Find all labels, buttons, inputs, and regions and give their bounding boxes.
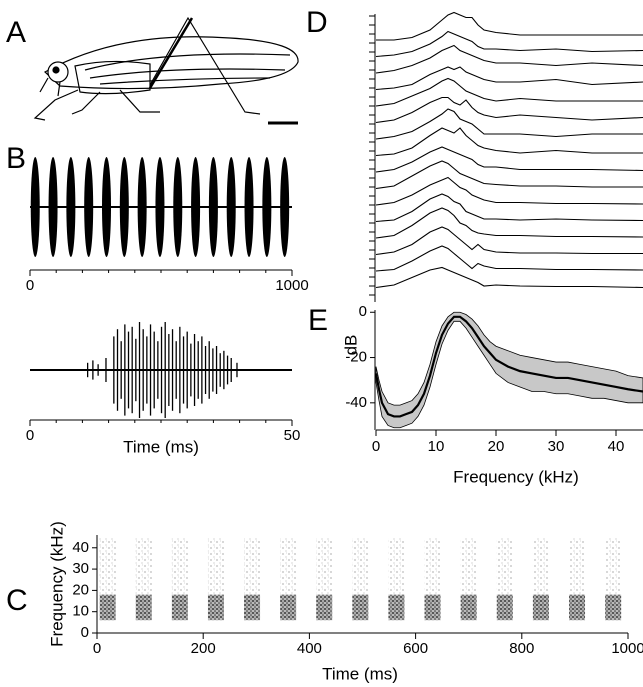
panel-label: A <box>6 16 26 49</box>
spectrum-line <box>375 146 643 173</box>
spectrogram-faint <box>207 537 224 595</box>
spectrogram-faint <box>496 537 513 595</box>
spectrum-line <box>375 176 643 206</box>
spectrum-line <box>375 266 643 289</box>
spectrogram-dense <box>135 594 152 621</box>
panel-label: E <box>308 304 328 337</box>
x-tick-label: 10 <box>428 438 445 455</box>
x-axis-title: Time (ms) <box>123 437 199 456</box>
pulse <box>173 157 183 257</box>
spectrum-line <box>375 44 643 74</box>
spectrogram-dense <box>496 594 513 621</box>
spectrogram-faint <box>605 537 622 595</box>
y-tick-label: 30 <box>72 560 89 577</box>
spectrogram-dense <box>171 594 188 621</box>
spectrum-line <box>375 108 643 140</box>
spectrum-line <box>375 193 643 223</box>
spectrogram-faint <box>280 537 297 595</box>
variance-band <box>375 311 643 429</box>
insect-drawing <box>33 16 299 125</box>
panel-label: C <box>6 584 28 617</box>
x-tick-label: 20 <box>488 438 505 455</box>
x-tick-label: 0 <box>26 427 34 444</box>
pulse <box>191 157 201 257</box>
pulse <box>155 157 165 257</box>
pulse <box>244 157 254 257</box>
pulse <box>84 157 94 257</box>
spectrogram-dense <box>532 594 549 621</box>
spectrogram-dense <box>605 594 622 621</box>
spectrum-line <box>375 160 643 190</box>
y-tick-label: 0 <box>359 303 367 320</box>
y-tick-label: 10 <box>72 603 89 620</box>
spectrogram-dense <box>280 594 297 621</box>
spectrogram-dense <box>352 594 369 621</box>
spectrogram-faint <box>352 537 369 595</box>
spectrum-line <box>375 96 643 124</box>
y-tick-label: -20 <box>345 349 367 366</box>
spectrogram-dense <box>460 594 477 621</box>
spectrogram-dense <box>388 594 405 621</box>
x-tick-label: 0 <box>372 438 380 455</box>
spectrogram-faint <box>99 537 116 595</box>
pulse <box>226 157 236 257</box>
y-tick-label: 0 <box>81 624 89 641</box>
x-axis-title: Frequency (kHz) <box>453 467 579 486</box>
pulse <box>66 157 76 257</box>
pulse <box>280 157 290 257</box>
x-tick-label: 1000 <box>611 640 643 657</box>
pulse <box>137 157 147 257</box>
x-tick-label: 50 <box>284 427 301 444</box>
pulse <box>48 157 58 257</box>
pulse <box>30 157 40 257</box>
spectrogram-faint <box>244 537 261 595</box>
spectrogram-faint <box>460 537 477 595</box>
spectrogram-dense <box>207 594 224 621</box>
x-tick-label: 400 <box>297 640 322 657</box>
spectrogram-dense <box>316 594 333 621</box>
spectrogram-faint <box>424 537 441 595</box>
spectrum-line <box>375 207 643 239</box>
spectrogram-faint <box>532 537 549 595</box>
y-axis-title: dB <box>341 335 360 356</box>
spectrogram-dense <box>424 594 441 621</box>
mean-line <box>374 315 643 418</box>
spectrum-line <box>376 11 643 41</box>
x-tick-label: 200 <box>191 640 216 657</box>
spectrogram-faint <box>135 537 152 595</box>
panel-label: D <box>306 6 328 39</box>
spectrum-line <box>375 66 643 91</box>
spectrogram-faint <box>569 537 586 595</box>
y-tick-label: 40 <box>72 539 89 556</box>
spectrogram-dense <box>244 594 261 621</box>
pulse <box>208 157 218 257</box>
spectrogram-faint <box>171 537 188 595</box>
x-tick-label: 0 <box>26 277 34 294</box>
spectrum-line <box>375 77 643 107</box>
spectrogram-dense <box>99 594 116 621</box>
pulse <box>119 157 129 257</box>
spectrogram-dense <box>569 594 586 621</box>
y-axis-title: Frequency (kHz) <box>47 521 66 647</box>
spectrogram-faint <box>388 537 405 595</box>
x-tick-label: 0 <box>93 640 101 657</box>
y-tick-label: -40 <box>345 394 367 411</box>
x-tick-label: 600 <box>403 640 428 657</box>
panel-label: B <box>6 142 26 175</box>
x-tick-label: 800 <box>509 640 534 657</box>
x-tick-label: 30 <box>548 438 565 455</box>
spectrum-line <box>375 127 643 157</box>
x-tick-label: 40 <box>608 438 625 455</box>
spectrogram-faint <box>316 537 333 595</box>
x-axis-title: Time (ms) <box>322 664 398 683</box>
y-tick-label: 20 <box>72 581 89 598</box>
pulse <box>102 157 112 257</box>
spectrum-line <box>375 30 643 58</box>
x-tick-label: 1000 <box>275 277 308 294</box>
pulse <box>262 157 272 257</box>
spectrum-line <box>375 226 643 256</box>
spectrum-line <box>375 245 643 272</box>
